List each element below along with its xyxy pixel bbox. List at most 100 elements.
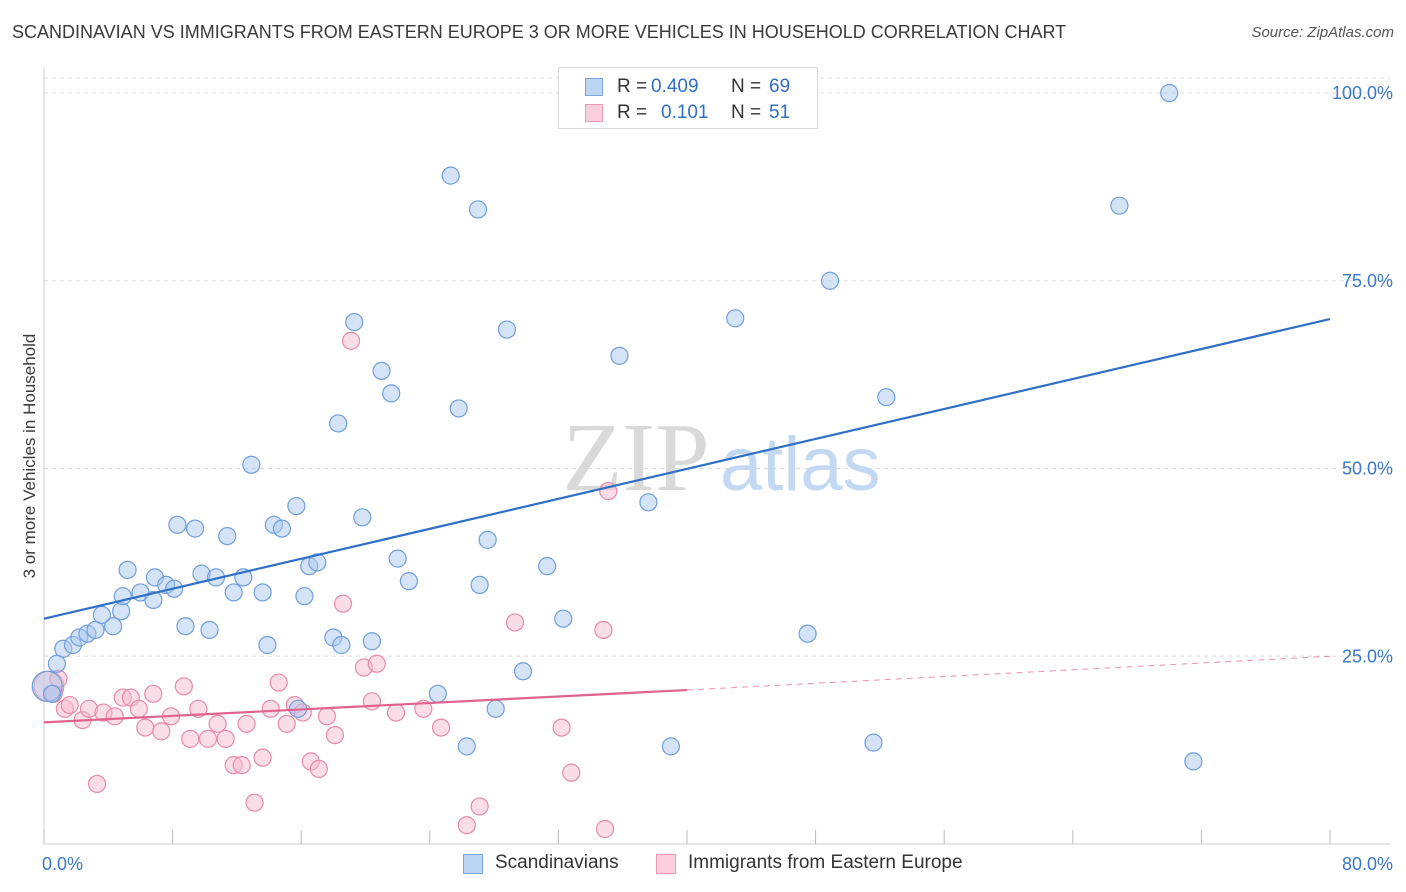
- immigrants-point: [457, 816, 476, 835]
- scandinavians-point: [468, 200, 488, 219]
- scandinavians-point: [92, 605, 111, 625]
- scandinavians-point: [1110, 196, 1129, 215]
- immigrants-point: [60, 695, 79, 715]
- scandinavians-point: [258, 635, 277, 655]
- immigrants-point: [277, 714, 296, 733]
- immigrants-point: [431, 718, 451, 737]
- immigrants-point: [594, 620, 613, 640]
- immigrants-point: [505, 613, 525, 632]
- immigrants-point: [105, 707, 124, 726]
- immigrants-point: [144, 684, 163, 703]
- scandinavians-point: [332, 635, 351, 655]
- scandinavians-point: [877, 388, 896, 407]
- immigrants-point: [237, 714, 256, 733]
- scandinavians-point: [86, 620, 105, 640]
- legend-label: Scandinavians: [495, 852, 619, 873]
- immigrants-point: [253, 748, 272, 767]
- legend-swatch-blue: [463, 854, 483, 874]
- x-tick-label-max: 80.0%: [1342, 854, 1393, 874]
- scandinavians-point: [513, 662, 533, 681]
- scandinavians-point: [287, 496, 306, 516]
- immigrants-point: [136, 718, 155, 737]
- y-tick-label: 25.0%: [1342, 646, 1393, 666]
- scandinavians-point: [399, 572, 419, 591]
- scandinavians-point: [362, 632, 382, 651]
- scandinavians-point: [372, 361, 391, 380]
- watermark-zip: ZIP: [563, 404, 710, 512]
- immigrants-point: [269, 673, 288, 692]
- series-scandinavians-points: [31, 83, 1203, 771]
- scandinavians-point: [497, 320, 517, 339]
- legend-r-value: 0.101: [661, 102, 709, 123]
- legend-r-label: R =: [617, 76, 648, 97]
- scandinavians-point: [218, 526, 237, 546]
- scandinavians-point: [382, 384, 401, 403]
- immigrants-point: [189, 699, 208, 718]
- immigrants-point: [367, 654, 386, 673]
- scandinavians-point: [661, 737, 681, 756]
- scandinavians-point: [200, 620, 219, 640]
- axes: [43, 68, 1390, 845]
- trend-lines: [43, 317, 1331, 724]
- scandinavians-point: [112, 602, 131, 621]
- immigrants-point: [562, 763, 581, 782]
- legend-swatch-pink: [585, 104, 603, 122]
- legend-r-value: 0.409: [651, 76, 699, 97]
- scandinavians-point: [457, 737, 476, 756]
- legend-n-label: N =: [731, 102, 762, 123]
- series-immigrants-points: [33, 331, 618, 839]
- immigrants-trend-extension: [686, 655, 1331, 691]
- immigrants-point: [129, 699, 148, 718]
- scandinavians-point: [470, 575, 489, 595]
- scandinavians-point: [1160, 83, 1179, 103]
- x-tick-label-min: 0.0%: [42, 854, 83, 874]
- immigrants-point: [87, 774, 107, 794]
- scandinavians-point: [478, 530, 497, 549]
- scandinavians-point: [864, 733, 883, 752]
- immigrants-point: [317, 707, 337, 726]
- scandinavians-point: [295, 587, 314, 606]
- scandinavians-point: [820, 271, 840, 290]
- immigrants-point: [386, 703, 406, 722]
- immigrants-point: [245, 793, 264, 812]
- immigrants-point: [333, 594, 353, 613]
- immigrants-point: [261, 699, 280, 718]
- chart-source: Source: ZipAtlas.com: [1251, 24, 1394, 41]
- scandinavians-point: [353, 508, 372, 527]
- scandinavians-trend-line: [43, 317, 1331, 620]
- correlation-legend: R = 0.409 N = 69 R = 0.101 N = 51: [558, 67, 818, 129]
- legend-n-value: 51: [769, 102, 791, 123]
- scandinavians-point: [47, 654, 66, 673]
- scandinavians-point: [538, 557, 557, 576]
- watermark: ZIP atlas: [563, 404, 881, 512]
- scandinavians-point: [118, 560, 137, 579]
- legend-swatch-pink: [656, 854, 676, 874]
- scandinavians-point: [168, 515, 187, 534]
- scandinavians-point: [726, 309, 745, 328]
- scandinavians-point: [639, 493, 658, 512]
- immigrants-point: [174, 677, 193, 696]
- scandinavians-point: [308, 553, 327, 572]
- scandinavians-point: [441, 166, 460, 185]
- immigrants-point: [152, 722, 171, 741]
- immigrants-trend-line: [43, 688, 688, 724]
- scandinavians-point: [554, 609, 573, 628]
- immigrants-point: [470, 797, 489, 816]
- y-tick-label: 75.0%: [1342, 271, 1393, 291]
- scandinavians-point: [428, 684, 447, 703]
- scandinavians-point: [224, 583, 243, 602]
- scandinavians-point: [329, 414, 348, 433]
- scandinavians-point: [186, 519, 205, 538]
- scandinavians-point: [242, 455, 261, 474]
- scandinavians-point: [345, 312, 364, 332]
- immigrants-point: [198, 729, 218, 748]
- legend-n-label: N =: [731, 76, 762, 97]
- watermark-atlas: atlas: [720, 422, 881, 507]
- immigrants-point: [232, 756, 251, 775]
- legend-r-label: R =: [617, 102, 648, 123]
- immigrants-point: [216, 729, 235, 748]
- tick-labels: 25.0% 50.0% 75.0% 100.0% 0.0% 80.0%: [42, 83, 1393, 874]
- legend-n-value: 69: [769, 76, 791, 97]
- chart-title: SCANDINAVIAN VS IMMIGRANTS FROM EASTERN …: [12, 22, 1067, 42]
- legend-swatch-blue: [585, 78, 603, 96]
